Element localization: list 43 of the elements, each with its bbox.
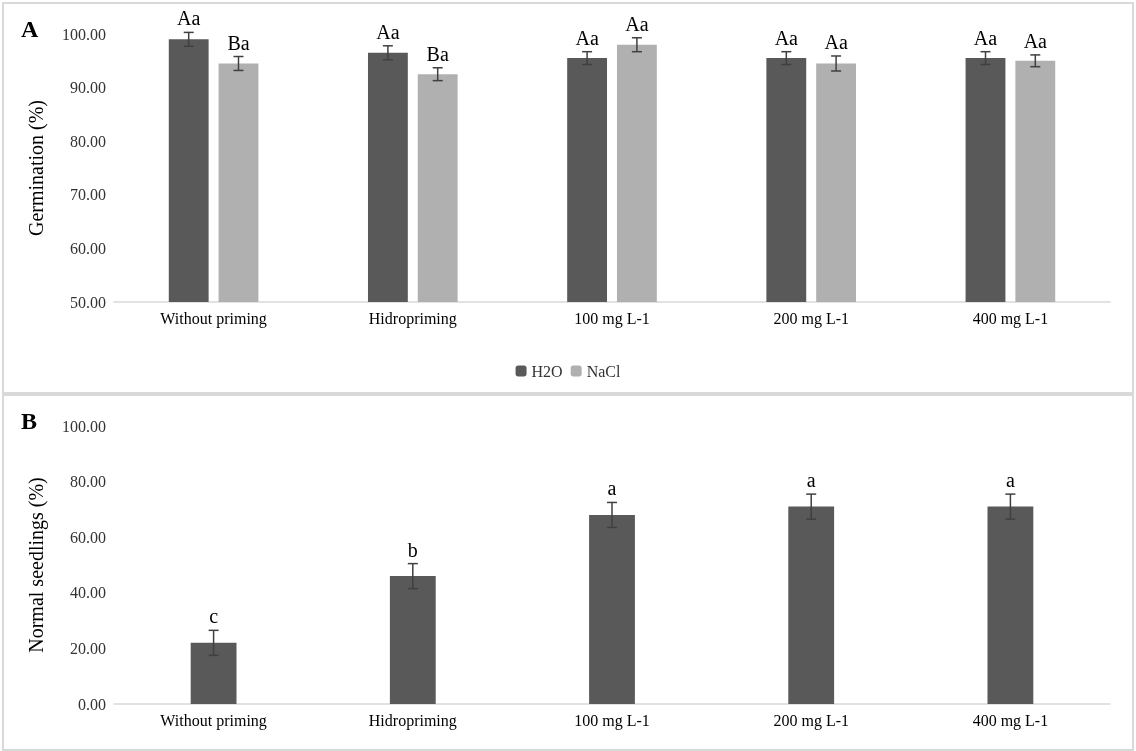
y-tick-label: 100.00: [62, 25, 106, 43]
x-tick-label: 100 mg L-1: [574, 309, 650, 328]
data-label: b: [407, 538, 418, 561]
x-tick-label: Hidropriming: [368, 309, 457, 328]
data-label: a: [806, 469, 816, 492]
y-tick-label: 70.00: [70, 186, 106, 204]
legend-label: H2O: [531, 362, 563, 380]
data-label: Aa: [177, 7, 201, 30]
data-label: Aa: [824, 30, 848, 53]
chart-title: A: [21, 16, 39, 42]
y-tick-label: 60.00: [70, 239, 106, 257]
y-tick-label: 100.00: [62, 417, 106, 435]
x-tick-label: 400 mg L-1: [972, 711, 1049, 730]
data-label: Aa: [973, 26, 998, 49]
y-tick-label: 80.00: [70, 132, 106, 150]
x-tick-label: 200 mg L-1: [773, 711, 849, 730]
y-tick-label: 40.00: [70, 584, 106, 602]
x-tick-label: 200 mg L-1: [773, 309, 849, 328]
data-label: Ba: [227, 31, 250, 54]
data-label: Aa: [575, 26, 599, 49]
data-label: a: [607, 477, 617, 500]
chart-title: B: [21, 408, 38, 434]
y-axis-title: Germination (%): [25, 99, 48, 237]
data-label: Aa: [774, 26, 799, 49]
y-tick-label: 20.00: [70, 639, 106, 657]
x-tick-label: 400 mg L-1: [972, 309, 1049, 328]
data-label: a: [1005, 469, 1015, 492]
x-tick-label: 100 mg L-1: [574, 711, 650, 730]
y-tick-label: 50.00: [70, 293, 106, 311]
y-tick-label: 0.00: [78, 695, 106, 713]
data-label: Aa: [376, 20, 400, 43]
x-tick-label: Without priming: [160, 309, 267, 328]
data-label: c: [209, 605, 219, 628]
data-label: Aa: [1023, 29, 1048, 52]
y-tick-label: 60.00: [70, 528, 106, 546]
legend-label: NaCl: [586, 362, 621, 380]
x-tick-label: Hidropriming: [368, 711, 457, 730]
x-tick-label: Without priming: [160, 711, 267, 730]
data-label: Aa: [625, 12, 649, 35]
y-tick-label: 80.00: [70, 473, 106, 491]
data-label: Ba: [426, 42, 449, 65]
y-axis-title: Normal seedlings (%): [25, 477, 48, 653]
y-tick-label: 90.00: [70, 79, 106, 97]
